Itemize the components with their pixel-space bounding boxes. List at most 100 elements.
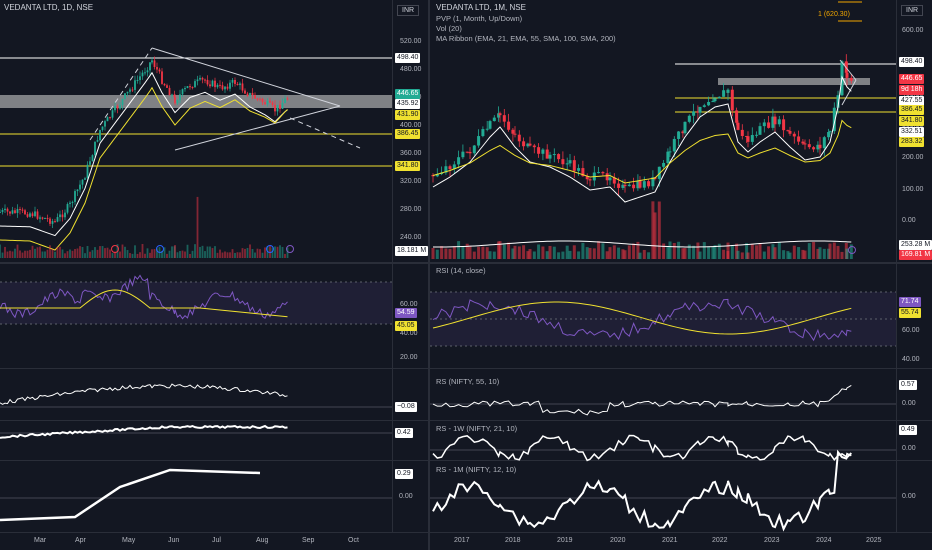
right-chart-title[interactable]: VEDANTA LTD, 1M, NSE	[436, 3, 526, 12]
rsi-tick: 60.00	[902, 327, 920, 334]
candle-body	[166, 85, 168, 88]
candle-body	[56, 217, 59, 222]
volume-bar	[24, 250, 26, 258]
pane-separator[interactable]	[0, 368, 932, 369]
volume-bar	[786, 251, 790, 259]
volume-bar	[762, 251, 766, 259]
volume-bar	[89, 251, 91, 258]
left-currency-button[interactable]: INR	[397, 5, 420, 16]
candle-body	[801, 141, 805, 144]
volume-bar	[502, 244, 506, 259]
volume-bar	[271, 247, 274, 258]
pane-separator[interactable]	[0, 262, 932, 264]
indicator-volume-label[interactable]: Vol (20)	[436, 24, 462, 33]
price-axis-border	[896, 0, 897, 532]
candle-body	[468, 151, 472, 154]
candle-body	[657, 166, 661, 179]
candle-body	[39, 217, 41, 219]
volume-bar	[711, 246, 715, 259]
volume-bar	[623, 250, 627, 259]
volume-bar	[134, 245, 136, 258]
rs-line	[0, 383, 288, 405]
volume-bar	[651, 201, 655, 259]
volume-bar	[745, 243, 749, 259]
indicator-ma-ribbon-label[interactable]: MA Ribbon (EMA, 21, EMA, 55, SMA, 100, S…	[436, 34, 616, 43]
volume-bar	[94, 247, 96, 258]
volume-bar	[224, 251, 226, 258]
volume-bar	[11, 251, 14, 258]
right-rs2-value-tag: 0.49	[899, 425, 917, 435]
candle-body	[71, 201, 74, 203]
candle-body	[797, 136, 801, 142]
right-rsi-label[interactable]: RSI (14, close)	[436, 266, 486, 275]
volume-bar	[448, 248, 452, 259]
candle-body	[502, 115, 506, 122]
volume-bar	[56, 247, 59, 258]
price-tag: 9d 18h	[899, 85, 925, 95]
rsi-tick: 60.00	[400, 301, 418, 308]
price-tick: 480.00	[400, 66, 422, 73]
pane-separator[interactable]	[0, 420, 932, 421]
volume-bar	[219, 249, 221, 258]
candle-body	[717, 96, 721, 99]
volume-bar	[144, 253, 146, 258]
candle-body	[286, 98, 289, 100]
panel-divider[interactable]	[428, 0, 430, 550]
volume-bar	[31, 245, 34, 258]
volume-bar	[194, 244, 196, 258]
candle-body	[485, 128, 489, 130]
volume-bar	[139, 252, 141, 258]
candle-body	[189, 86, 191, 88]
right-rs2-label[interactable]: RS - 1W (NIFTY, 21, 10)	[436, 424, 518, 433]
candle-body	[44, 218, 46, 220]
candle-body	[101, 126, 104, 130]
volume-bar	[797, 247, 801, 259]
candle-body	[281, 103, 284, 109]
volume-bar	[216, 252, 219, 258]
candle-body	[507, 121, 511, 130]
volume-bar	[9, 250, 11, 258]
candle-body	[69, 202, 71, 205]
left-chart-title[interactable]: VEDANTA LTD, 1D, NSE	[4, 3, 94, 12]
year-label: 2023	[764, 537, 780, 544]
candle-body	[31, 213, 34, 217]
candle-body	[687, 115, 691, 122]
candle-body	[119, 105, 121, 109]
volume-bar	[136, 253, 139, 258]
volume-bar	[156, 248, 158, 258]
volume-bar	[465, 243, 469, 259]
price-tag: 341.80	[395, 161, 421, 171]
right-currency-button[interactable]: INR	[901, 5, 924, 16]
indicator-pvp-label[interactable]: PVP (1, Month, Up/Down)	[436, 14, 523, 23]
volume-bar	[750, 243, 754, 259]
right-rs1-label[interactable]: RS (NIFTY, 55, 10)	[436, 377, 500, 386]
right-rs3-label[interactable]: RS - 1M (NIFTY, 12, 10)	[436, 465, 517, 474]
volume-bar	[161, 250, 163, 258]
volume-bar	[698, 251, 702, 259]
year-label: 2020	[610, 537, 626, 544]
ma-line	[432, 119, 852, 184]
candle-body	[16, 208, 19, 213]
candle-body	[199, 77, 201, 80]
candle-body	[522, 141, 526, 147]
candle-body	[276, 104, 279, 112]
volume-bar	[149, 252, 151, 258]
volume-bar	[726, 242, 730, 259]
candle-body	[681, 131, 685, 134]
volume-bar	[572, 245, 576, 259]
candle-body	[588, 179, 592, 181]
candle-body	[585, 176, 589, 180]
right-rs1-zero-tick: 0.00	[902, 400, 916, 407]
candle-body	[156, 67, 158, 70]
volume-bar	[36, 247, 39, 258]
pane-separator[interactable]	[0, 460, 932, 461]
candle-body	[822, 137, 826, 149]
volume-bar	[131, 253, 134, 258]
volume-bar	[174, 245, 176, 258]
volume-bar	[507, 242, 511, 259]
candle-body	[597, 172, 601, 174]
year-label: 2024	[816, 537, 832, 544]
candle-body	[91, 155, 94, 162]
volume-bar	[717, 243, 721, 259]
